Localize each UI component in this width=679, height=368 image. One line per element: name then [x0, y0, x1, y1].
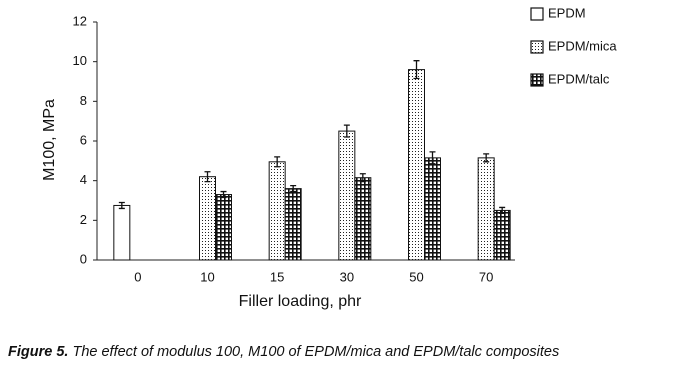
bar [354, 177, 372, 261]
bar [113, 204, 131, 261]
error-bar [118, 201, 125, 210]
error-bar [220, 190, 227, 199]
legend-label: EPDM/mica [548, 38, 617, 53]
x-tick-label: 10 [200, 269, 214, 284]
bar [199, 176, 216, 261]
bar [408, 69, 425, 261]
error-bar [499, 206, 506, 215]
x-tick-label: 30 [340, 269, 354, 284]
x-tick-label: 50 [409, 269, 423, 284]
y-tick-label: 8 [80, 93, 87, 108]
y-tick-label: 12 [73, 13, 87, 28]
x-axis-label: Filler loading, phr [239, 293, 362, 310]
error-bar [429, 151, 436, 165]
error-bar [343, 124, 350, 138]
x-tick-label: 15 [270, 269, 284, 284]
caption-text: The effect of modulus 100, M100 of EPDM/… [72, 344, 559, 360]
legend-swatch [530, 7, 544, 21]
bar [493, 209, 511, 261]
bar [268, 161, 286, 261]
bar [284, 188, 302, 261]
y-tick-label: 10 [73, 53, 87, 68]
caption-label: Figure 5. [8, 344, 68, 360]
bar [215, 194, 232, 261]
error-bar [359, 173, 366, 183]
y-tick-label: 0 [80, 251, 87, 266]
y-tick-label: 4 [80, 172, 87, 187]
x-tick-label: 70 [479, 269, 493, 284]
y-tick-label: 2 [80, 212, 87, 227]
y-tick-label: 6 [80, 132, 87, 147]
bar [477, 157, 495, 261]
error-bar [204, 171, 211, 183]
legend-swatch [530, 73, 544, 87]
error-bar [483, 153, 490, 163]
legend-label: EPDM/talc [548, 71, 610, 86]
error-bar [290, 184, 297, 193]
y-axis-label: M100, MPa [41, 99, 58, 181]
bar [424, 157, 441, 261]
error-bar [274, 156, 281, 168]
caption: Figure 5. The effect of modulus 100, M10… [8, 344, 559, 360]
legend-label: EPDM [548, 5, 586, 20]
legend-swatch [530, 40, 544, 54]
bar [338, 130, 356, 261]
x-tick-label: 0 [134, 269, 141, 284]
error-bar [413, 60, 420, 80]
